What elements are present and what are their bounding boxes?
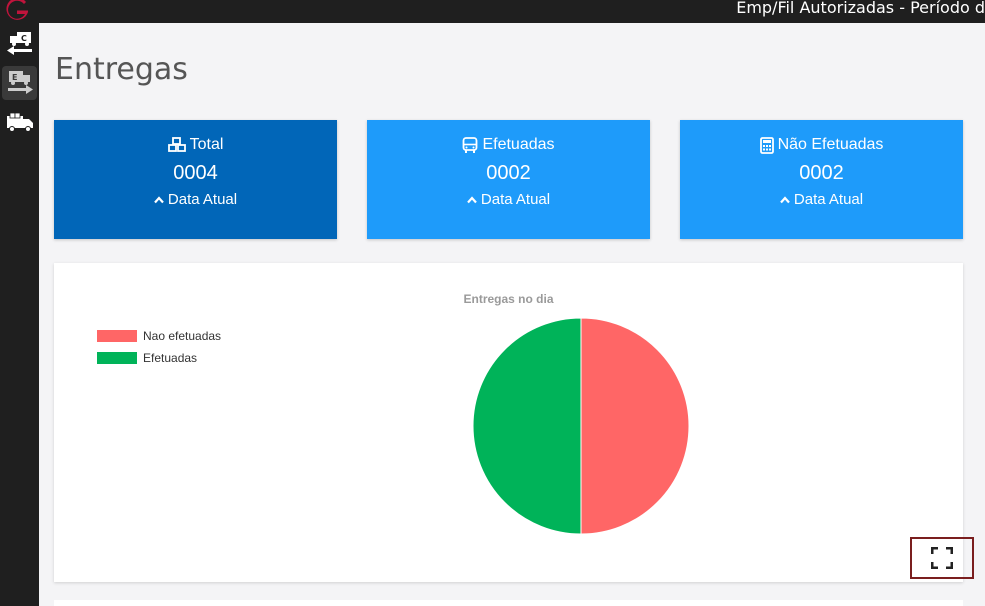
- efetuadas-card-subtitle: Data Atual: [480, 191, 551, 208]
- sidebar: C E: [0, 23, 39, 606]
- pie-chart: [472, 317, 690, 535]
- legend-swatch: [97, 352, 137, 364]
- calculator-icon: [759, 136, 774, 154]
- svg-text:E: E: [12, 73, 17, 82]
- truck-return-icon: C: [6, 32, 32, 55]
- svg-text:C: C: [21, 34, 27, 43]
- total-card-value: 0004: [173, 162, 218, 184]
- total-card-title: Total: [189, 136, 224, 153]
- total-card-subtitle: Data Atual: [167, 191, 238, 208]
- sidebar-item-truck-forward[interactable]: E: [2, 66, 37, 100]
- pie-slice-nao-efetuadas[interactable]: [580, 317, 690, 535]
- legend-swatch: [97, 330, 137, 342]
- sidebar-item-truck-return[interactable]: C: [2, 27, 37, 61]
- top-bar: Emp/Fil Autorizadas - Período d: [0, 0, 985, 23]
- total-card: Total 0004 Data Atual: [54, 120, 337, 239]
- nao-efetuadas-card-value: 0002: [799, 162, 844, 184]
- nao-efetuadas-card-title: Não Efetuadas: [777, 136, 884, 153]
- legend-label: Nao efetuadas: [143, 329, 222, 343]
- cubes-icon: [167, 137, 186, 152]
- legend-item-efetuadas[interactable]: Efetuadas: [97, 347, 221, 369]
- nao-efetuadas-card: Não Efetuadas 0002 Data Atual: [680, 120, 963, 239]
- legend-item-nao-efetuadas[interactable]: Nao efetuadas: [97, 325, 221, 347]
- truck-forward-icon: E: [7, 71, 33, 94]
- chart-panel: Entregas no dia Nao efetuadas Efetuadas: [54, 263, 963, 582]
- next-panel-edge: [54, 600, 963, 606]
- chevron-up-icon: [467, 195, 477, 203]
- bus-icon: [463, 136, 478, 153]
- page-title: Entregas: [55, 52, 188, 87]
- legend-label: Efetuadas: [143, 351, 198, 365]
- efetuadas-card-value: 0002: [486, 162, 531, 184]
- efetuadas-card: Efetuadas 0002 Data Atual: [367, 120, 650, 239]
- nao-efetuadas-card-subtitle: Data Atual: [793, 191, 864, 208]
- delivery-truck-icon: [6, 112, 33, 132]
- chevron-up-icon: [154, 195, 164, 203]
- authorized-companies-title: Emp/Fil Autorizadas - Período d: [736, 0, 985, 17]
- chart-title: Entregas no dia: [463, 292, 554, 306]
- fullscreen-icon: [931, 547, 953, 569]
- efetuadas-card-title: Efetuadas: [482, 136, 555, 153]
- sidebar-item-delivery-truck[interactable]: [2, 105, 37, 139]
- fullscreen-button[interactable]: [910, 537, 974, 579]
- pie-slice-efetuadas[interactable]: [472, 317, 582, 535]
- g-logo-icon[interactable]: [4, 0, 30, 22]
- chart-legend: Nao efetuadas Efetuadas: [97, 325, 221, 369]
- chevron-up-icon: [780, 195, 790, 203]
